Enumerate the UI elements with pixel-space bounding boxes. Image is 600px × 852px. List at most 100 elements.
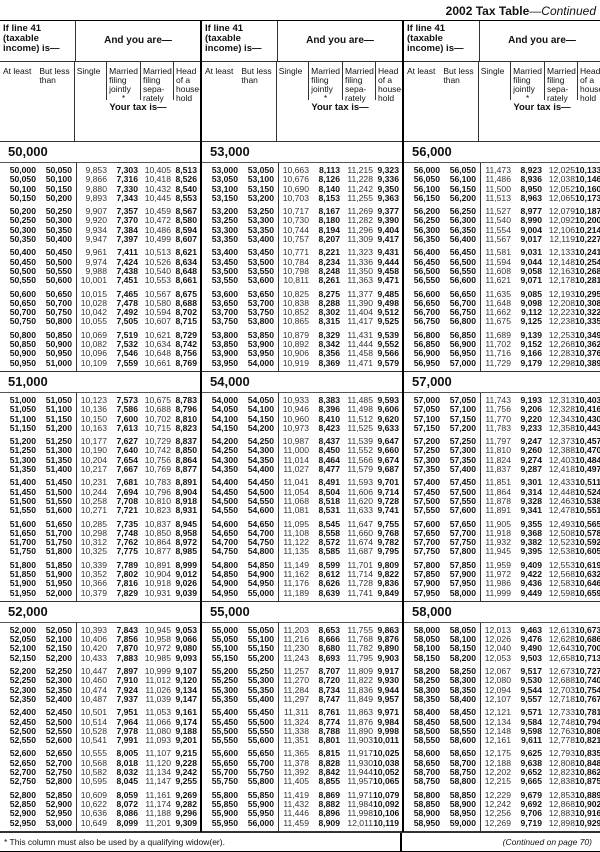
but-less-than-cell: 54,100: [247, 404, 274, 415]
married-separately-cell: 11,161: [145, 789, 171, 800]
single-cell: 10,649: [80, 817, 107, 828]
single-cell: 11,446: [283, 808, 309, 819]
head-of-household-cell: 8,864: [175, 454, 197, 465]
head-of-household-cell: 9,782: [377, 537, 399, 548]
single-cell: 12,067: [484, 666, 511, 677]
single-cell: 11,567: [485, 234, 511, 245]
block-heading: 58,000: [404, 602, 600, 623]
married-separately-cell: 11,647: [347, 518, 373, 529]
married-separately-cell: 12,119: [549, 234, 575, 245]
at-least-cell: 58,800: [413, 789, 440, 800]
married-separately-cell: 10,675: [144, 394, 171, 405]
table-row: 53,450 53,500 10,784 8,234 11,336 9,444: [202, 256, 402, 267]
table-section: If line 41 (taxable income) is— And you a…: [0, 21, 202, 832]
but-less-than-cell: 52,450: [45, 707, 72, 718]
married-jointly-cell: 8,990: [520, 215, 542, 226]
but-less-than-cell: 51,700: [45, 527, 72, 538]
table-row: 54,850 54,900 11,162 8,612 11,714 9,822: [202, 569, 402, 579]
married-separately-cell: 10,580: [144, 297, 171, 308]
but-less-than-cell: 50,850: [45, 329, 72, 340]
married-jointly-cell: 7,748: [116, 527, 138, 538]
but-less-than-cell: 54,400: [247, 464, 274, 475]
married-separately-cell: 10,742: [144, 445, 171, 456]
married-jointly-cell: 9,395: [520, 546, 542, 557]
married-separately-cell: 12,283: [548, 348, 575, 359]
married-jointly-cell: 9,071: [520, 275, 542, 286]
but-less-than-cell: 52,050: [45, 624, 72, 635]
table-row: 55,850 55,900 11,432 8,882 11,984 10,092: [202, 799, 402, 809]
block-heading: 52,000: [0, 602, 200, 623]
head-of-household-cell: 8,850: [175, 445, 197, 456]
but-less-than-cell: 56,650: [449, 288, 476, 299]
table-row: 54,400 54,450 11,041 8,491 11,593 9,701: [202, 478, 402, 488]
table-row: 57,300 57,350 11,824 9,274 12,403 10,484: [404, 455, 600, 465]
married-jointly-cell: 7,762: [116, 537, 138, 548]
at-least-cell: 52,150: [9, 652, 36, 663]
married-jointly-cell: 9,233: [520, 422, 542, 433]
married-separately-cell: 10,877: [144, 546, 171, 557]
but-less-than-cell: 56,750: [449, 307, 476, 318]
at-least-cell: 58,300: [413, 684, 440, 695]
single-cell: 11,540: [485, 215, 511, 226]
single-cell: 10,555: [80, 748, 107, 759]
but-less-than-cell: 57,200: [449, 422, 476, 433]
at-least-cell: 55,000: [211, 624, 238, 635]
married-jointly-cell: 8,437: [318, 436, 340, 447]
income-block: 58,000 58,000 58,050 12,013 9,463 12,613 10,67…: [404, 602, 600, 832]
but-less-than-cell: 53,650: [247, 288, 274, 299]
married-jointly-cell: 7,316: [116, 174, 138, 185]
married-separately-cell: 10,445: [144, 192, 171, 203]
block-heading: 51,000: [0, 372, 200, 393]
single-cell: 11,405: [283, 776, 309, 787]
married-jointly-cell: 7,937: [116, 693, 138, 704]
table-row: 53,650 53,700 10,838 8,288 11,390 9,498: [202, 298, 402, 308]
married-jointly-cell: 7,559: [116, 357, 138, 368]
but-less-than-cell: 56,700: [449, 297, 476, 308]
married-separately-cell: 11,336: [347, 256, 373, 267]
single-cell: 10,825: [282, 288, 309, 299]
married-jointly-cell: 8,680: [318, 643, 340, 654]
head-of-household-cell: 9,431: [377, 247, 399, 258]
married-jointly-cell: 8,842: [318, 767, 340, 778]
single-cell: 10,501: [80, 707, 107, 718]
married-separately-cell: 12,853: [548, 789, 575, 800]
table-row: 52,900 52,950 10,636 8,086 11,188 9,296: [0, 808, 200, 818]
married-separately-cell: 12,193: [548, 288, 575, 299]
married-jointly-cell: 7,532: [116, 339, 138, 350]
table-row: 56,150 56,200 11,513 8,963 12,065 10,173: [404, 192, 600, 203]
at-least-cell: 51,000: [9, 394, 36, 405]
at-least-header: At least: [407, 66, 436, 76]
head-of-household-cell: 9,080: [175, 643, 197, 654]
single-cell: 11,297: [283, 693, 309, 704]
head-of-household-cell: 8,783: [175, 394, 197, 405]
head-of-household-cell: 10,187: [575, 206, 600, 217]
but-less-than-cell: 51,450: [45, 477, 72, 488]
single-cell: 11,081: [283, 505, 309, 516]
head-of-household-header: Head of a house-hold: [374, 62, 404, 103]
single-cell: 11,621: [485, 275, 511, 286]
married-jointly-cell: 7,951: [116, 707, 138, 718]
married-separately-cell: 12,268: [548, 339, 575, 350]
table-row: 58,100 58,150 12,040 9,490 12,643 10,700: [404, 644, 600, 654]
table-row: 55,500 55,550 11,338 8,788 11,890 9,998: [202, 726, 402, 736]
married-separately-cell: 10,648: [144, 348, 171, 359]
married-jointly-cell: 9,152: [520, 339, 542, 350]
married-jointly-cell: 9,571: [520, 707, 542, 718]
table-row: 58,900 58,950 12,256 9,706 12,883 10,916: [404, 808, 600, 818]
table-row: 51,850 51,900 10,352 7,802 10,904 9,012: [0, 568, 200, 579]
head-of-household-cell: 8,526: [175, 174, 197, 185]
table-row: 52,300 52,350 10,474 7,924 11,026 9,134: [0, 684, 200, 695]
married-separately-cell: 11,444: [347, 339, 373, 350]
at-least-cell: 52,300: [9, 684, 36, 695]
table-row: 50,250 50,300 9,920 7,370 10,472 8,580: [0, 216, 200, 226]
head-of-household-cell: 10,565: [575, 518, 600, 529]
at-least-cell: 51,850: [9, 568, 36, 579]
table-row: 54,250 54,300 11,000 8,450 11,552 9,660: [202, 446, 402, 456]
married-jointly-cell: 9,382: [520, 537, 542, 548]
head-of-household-cell: 9,539: [377, 329, 399, 340]
single-cell: 11,513: [485, 192, 511, 203]
single-cell: 11,770: [485, 413, 511, 424]
row-group: 52,200 52,250 10,447 7,897 10,999 9,107 52,250…: [0, 666, 200, 704]
table-row: 58,950 59,000 12,269 9,719 12,898 10,929: [404, 818, 600, 828]
married-jointly-cell: 8,545: [318, 518, 340, 529]
